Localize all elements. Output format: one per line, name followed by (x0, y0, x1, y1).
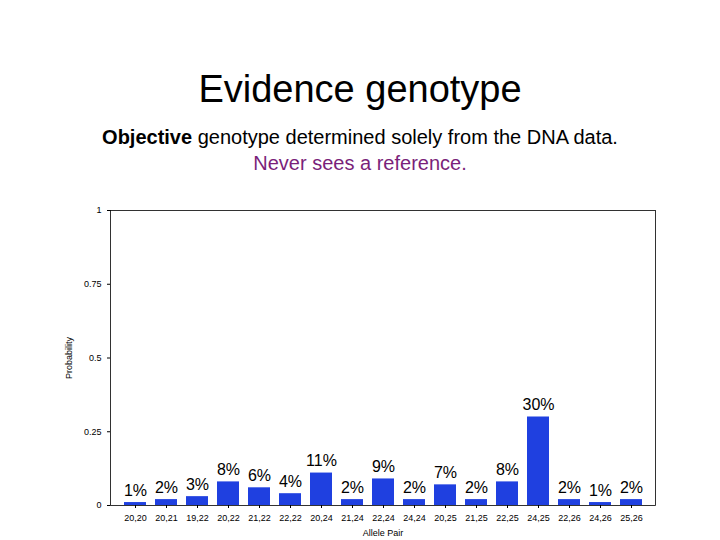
svg-text:Allele Pair: Allele Pair (363, 528, 404, 538)
svg-text:Probability: Probability (64, 336, 74, 379)
svg-text:2%: 2% (341, 479, 364, 496)
html-text:Objective genotype determined: Objective genotype determined solely fro… (102, 126, 618, 148)
svg-text:2%: 2% (465, 479, 488, 496)
svg-text:4%: 4% (279, 473, 302, 490)
svg-text:20,25: 20,25 (434, 513, 457, 523)
svg-text:1%: 1% (589, 482, 612, 499)
svg-text:24,24: 24,24 (403, 513, 426, 523)
svg-text:9%: 9% (372, 458, 395, 475)
svg-text:0.5: 0.5 (89, 353, 102, 363)
svg-text:2%: 2% (558, 479, 581, 496)
svg-text:22,25: 22,25 (496, 513, 519, 523)
svg-text:25,26: 25,26 (620, 513, 643, 523)
svg-text:1%: 1% (124, 482, 147, 499)
svg-text:0.25: 0.25 (84, 427, 102, 437)
svg-text:30%: 30% (522, 396, 554, 413)
svg-text:6%: 6% (248, 467, 271, 484)
svg-text:11%: 11% (306, 452, 337, 469)
svg-text:21,22: 21,22 (248, 513, 271, 523)
svg-text:8%: 8% (496, 461, 519, 478)
svg-text:24,25: 24,25 (527, 513, 550, 523)
svg-text:2%: 2% (620, 479, 643, 496)
svg-text:1: 1 (96, 205, 101, 215)
svg-text:19,22: 19,22 (186, 513, 209, 523)
svg-text:24,26: 24,26 (589, 513, 612, 523)
svg-text:2%: 2% (403, 479, 426, 496)
svg-text:22,24: 22,24 (372, 513, 395, 523)
svg-text:22,26: 22,26 (558, 513, 581, 523)
svg-text:0.75: 0.75 (84, 279, 102, 289)
svg-text:22,22: 22,22 (279, 513, 302, 523)
svg-text:21,25: 21,25 (465, 513, 488, 523)
html-text:Evidence genotype: Evidence genotype (198, 68, 522, 110)
svg-text:2%: 2% (155, 479, 178, 496)
svg-text:3%: 3% (186, 476, 209, 493)
svg-text:20,24: 20,24 (310, 513, 333, 523)
svg-text:8%: 8% (217, 461, 240, 478)
html-text:Never sees a reference.: Never sees a reference. (253, 152, 467, 174)
svg-text:20,21: 20,21 (155, 513, 178, 523)
svg-text:20,20: 20,20 (124, 513, 147, 523)
svg-text:7%: 7% (434, 464, 457, 481)
svg-text:20,22: 20,22 (217, 513, 240, 523)
svg-text:21,24: 21,24 (341, 513, 364, 523)
svg-text:0: 0 (96, 500, 101, 510)
